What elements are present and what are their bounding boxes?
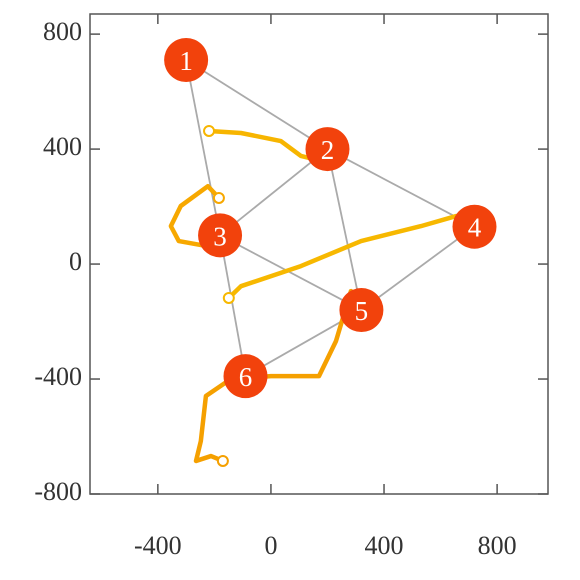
node bbox=[305, 127, 350, 172]
node bbox=[198, 213, 243, 258]
node bbox=[339, 288, 384, 333]
edge bbox=[219, 234, 362, 311]
edge bbox=[185, 59, 328, 150]
node bbox=[452, 204, 497, 249]
trajectory-endpoint bbox=[203, 124, 216, 137]
x-tick-label: 800 bbox=[478, 531, 517, 560]
trajectory-endpoint bbox=[216, 454, 229, 467]
trajectory bbox=[226, 213, 459, 301]
edge bbox=[326, 148, 363, 311]
y-tick-label: 0 bbox=[69, 247, 82, 276]
edge bbox=[219, 148, 329, 237]
x-tick-label: 400 bbox=[365, 531, 404, 560]
node-label: 3 bbox=[213, 221, 227, 251]
trajectory bbox=[168, 183, 222, 249]
node-label: 2 bbox=[321, 135, 335, 165]
node bbox=[164, 37, 209, 82]
trajectory bbox=[193, 288, 354, 464]
y-tick-label: 400 bbox=[43, 132, 82, 161]
edge bbox=[185, 59, 221, 236]
x-tick-label: -400 bbox=[134, 531, 182, 560]
node-label: 5 bbox=[355, 296, 369, 326]
edge bbox=[219, 235, 247, 377]
edge bbox=[327, 148, 475, 228]
node bbox=[223, 354, 268, 399]
y-tick-label: -800 bbox=[34, 477, 82, 506]
node-label: 4 bbox=[468, 213, 482, 243]
node-label: 6 bbox=[239, 362, 253, 392]
trajectory-endpoint bbox=[212, 191, 225, 204]
y-tick-label: 800 bbox=[43, 17, 82, 46]
node-label: 1 bbox=[179, 46, 193, 76]
plot-frame bbox=[89, 13, 549, 495]
x-tick-label: 0 bbox=[264, 531, 277, 560]
edge bbox=[360, 225, 476, 311]
y-tick-label: -400 bbox=[34, 362, 82, 391]
trajectory-endpoint bbox=[222, 291, 235, 304]
